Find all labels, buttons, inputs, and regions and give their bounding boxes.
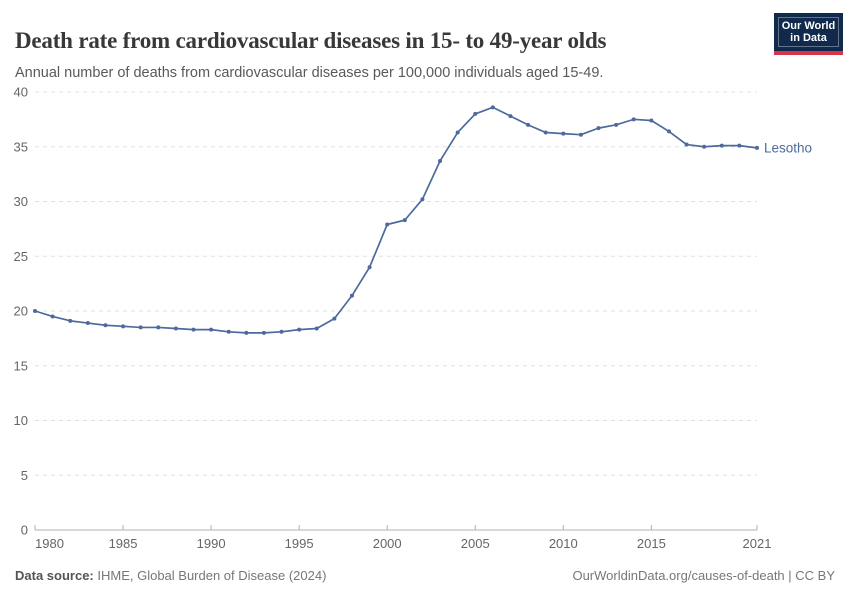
data-point[interactable] xyxy=(50,314,55,319)
data-point[interactable] xyxy=(455,130,460,135)
data-point[interactable] xyxy=(367,265,372,270)
data-point[interactable] xyxy=(244,330,249,335)
x-axis-tick-label: 1985 xyxy=(109,536,138,551)
data-point[interactable] xyxy=(631,117,636,122)
data-point[interactable] xyxy=(561,131,566,136)
series-line[interactable] xyxy=(34,106,758,334)
y-axis-tick-label: 35 xyxy=(14,139,28,154)
data-point[interactable] xyxy=(649,118,654,123)
y-axis-tick-label: 20 xyxy=(14,304,28,319)
data-point[interactable] xyxy=(261,330,266,335)
y-axis-tick-label: 5 xyxy=(21,468,28,483)
data-point[interactable] xyxy=(402,218,407,223)
data-point[interactable] xyxy=(226,329,231,334)
chart-footer: Data source: IHME, Global Burden of Dise… xyxy=(15,564,835,586)
x-axis-tick-label: 2015 xyxy=(637,536,666,551)
data-point[interactable] xyxy=(121,324,126,329)
data-source-label: Data source: xyxy=(15,567,94,583)
data-point[interactable] xyxy=(209,327,214,332)
data-point[interactable] xyxy=(719,143,724,148)
data-point[interactable] xyxy=(473,111,478,116)
page-title: Death rate from cardiovascular diseases … xyxy=(15,28,607,54)
data-point[interactable] xyxy=(614,122,619,127)
owid-logo-red-bar xyxy=(774,51,843,55)
data-point[interactable] xyxy=(385,222,390,227)
data-point[interactable] xyxy=(490,105,495,110)
data-point[interactable] xyxy=(508,114,513,119)
data-point[interactable] xyxy=(332,316,337,321)
data-point[interactable] xyxy=(279,329,284,334)
data-point[interactable] xyxy=(191,327,196,332)
data-point[interactable] xyxy=(68,318,73,323)
owid-logo-inner-border: Our World in Data xyxy=(778,17,839,47)
data-point[interactable] xyxy=(103,323,108,328)
data-point[interactable] xyxy=(420,197,425,202)
data-point[interactable] xyxy=(526,122,531,127)
owid-logo-box: Our World in Data xyxy=(774,13,843,51)
data-point[interactable] xyxy=(173,326,178,331)
x-axis-tick-label: 2005 xyxy=(461,536,490,551)
data-point[interactable] xyxy=(349,293,354,298)
y-axis-tick-label: 25 xyxy=(14,249,28,264)
chart-subtitle: Annual number of deaths from cardiovascu… xyxy=(15,64,604,81)
data-point[interactable] xyxy=(737,143,742,148)
owid-logo-line2: in Data xyxy=(790,32,827,44)
y-axis-tick-label: 10 xyxy=(14,413,28,428)
data-point[interactable] xyxy=(684,142,689,147)
x-axis-tick-label: 2000 xyxy=(373,536,402,551)
data-point[interactable] xyxy=(138,325,143,330)
series-end-label: Lesotho xyxy=(764,140,812,155)
x-axis-tick-label: 1990 xyxy=(197,536,226,551)
x-axis-tick-label: 2021 xyxy=(743,536,772,551)
data-point[interactable] xyxy=(314,326,319,331)
data-point[interactable] xyxy=(85,321,90,326)
data-point[interactable] xyxy=(297,327,302,332)
x-axis-tick-label: 1995 xyxy=(285,536,314,551)
chart-area: 0 5 10 15 20 25 30 35 40 1980 1985 1990 1995 2000 2005… xyxy=(0,78,850,563)
owid-logo[interactable]: Our World in Data xyxy=(774,13,843,55)
data-source-value: IHME, Global Burden of Disease (2024) xyxy=(93,567,327,583)
x-axis-tick-label: 1980 xyxy=(35,536,64,551)
data-point[interactable] xyxy=(596,126,601,131)
data-point[interactable] xyxy=(666,129,671,134)
owid-url-license-link[interactable]: OurWorldinData.org/causes-of-death | CC … xyxy=(572,567,835,583)
data-source-text: Data source: IHME, Global Burden of Dise… xyxy=(15,568,326,583)
data-point[interactable] xyxy=(438,158,443,163)
y-axis-tick-label: 0 xyxy=(21,523,28,538)
owid-logo-line1: Our World xyxy=(781,19,836,32)
data-point[interactable] xyxy=(702,144,707,149)
x-axis-tick-label: 2010 xyxy=(549,536,578,551)
data-point[interactable] xyxy=(755,145,759,150)
data-point[interactable] xyxy=(543,130,548,135)
data-point[interactable] xyxy=(33,309,37,313)
chart-canvas[interactable]: 0 5 10 15 20 25 30 35 40 1980 1985 1990 1995 2000 2005… xyxy=(0,78,850,563)
y-axis-tick-label: 15 xyxy=(14,358,28,373)
data-point[interactable] xyxy=(156,325,161,330)
y-axis-tick-label: 30 xyxy=(14,194,28,209)
data-point[interactable] xyxy=(578,132,583,137)
y-axis-tick-label: 40 xyxy=(14,85,28,100)
